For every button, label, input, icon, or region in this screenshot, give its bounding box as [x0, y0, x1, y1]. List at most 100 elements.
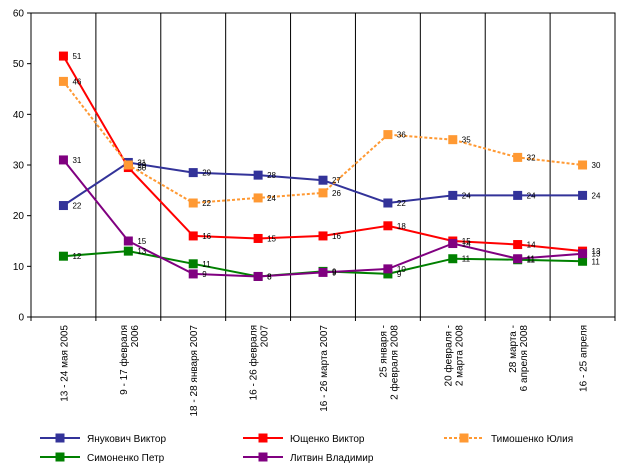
series-marker: [318, 231, 328, 241]
legend-marker: [459, 433, 469, 443]
series-marker: [123, 160, 133, 170]
series-marker: [513, 190, 523, 200]
series-marker: [58, 251, 68, 261]
data-label: 14: [527, 241, 536, 250]
series-marker: [318, 175, 328, 185]
legend-marker: [55, 433, 65, 443]
x-category-label: 2 февраля 2008: [388, 325, 400, 400]
x-category-label: 28 марта -: [508, 325, 519, 373]
series-marker: [448, 239, 458, 249]
x-category-label: 6 апреля 2008: [519, 325, 530, 392]
data-label: 36: [397, 131, 406, 140]
x-category-label: 25 января -: [378, 325, 389, 378]
series-marker: [318, 267, 328, 277]
y-tick-label: 10: [13, 262, 25, 273]
y-tick-label: 50: [13, 59, 25, 70]
series-marker: [578, 249, 588, 259]
data-label: 30: [137, 164, 146, 173]
x-category-label: 2006: [130, 325, 141, 348]
legend-label: Тимошенко Юлия: [491, 434, 573, 445]
y-axis: 0 10 20 30 40 50 60: [13, 9, 31, 324]
legend-label: Ющенко Виктор: [290, 434, 365, 445]
series-marker: [448, 254, 458, 264]
data-label: 24: [592, 191, 601, 200]
series-marker: [513, 240, 523, 250]
series-marker: [253, 170, 263, 180]
series-marker: [383, 198, 393, 208]
series-marker: [513, 152, 523, 162]
data-label: 15: [137, 237, 146, 246]
series-marker: [123, 246, 133, 256]
data-label: 24: [462, 191, 471, 200]
data-label: 51: [72, 52, 81, 61]
data-label: 12: [72, 252, 81, 261]
legend-label: Янукович Виктор: [87, 434, 166, 445]
series-marker: [58, 51, 68, 61]
data-label: 22: [397, 199, 406, 208]
series-marker: [123, 236, 133, 246]
data-label: 8: [267, 272, 272, 281]
y-tick-label: 40: [13, 110, 25, 121]
legend-marker: [258, 433, 268, 443]
series-marker: [58, 201, 68, 211]
data-label: 31: [137, 158, 146, 167]
data-label: 28: [267, 171, 276, 180]
y-tick-label: 30: [13, 161, 25, 172]
data-label: 11: [202, 260, 211, 269]
x-category-label: 2007: [260, 325, 271, 348]
data-label: 9: [397, 270, 402, 279]
series-marker: [578, 160, 588, 170]
x-category-label: 16 - 25 апреля: [579, 325, 590, 392]
data-label: 29: [202, 169, 211, 178]
x-category-label: 2 марта 2008: [454, 325, 465, 387]
data-label: 16: [202, 232, 211, 241]
series-marker: [58, 155, 68, 165]
y-tick-label: 60: [13, 9, 25, 20]
data-label: 35: [462, 136, 471, 145]
data-label: 11: [592, 257, 601, 266]
series-marker: [383, 130, 393, 140]
data-label: 13: [137, 247, 146, 256]
series-marker: [383, 264, 393, 274]
data-label: 14: [462, 240, 471, 249]
series-marker: [188, 269, 198, 279]
data-label: 46: [72, 77, 81, 86]
series-marker: [188, 259, 198, 269]
data-label: 11: [527, 256, 536, 265]
legend-label: Литвин Владимир: [290, 453, 374, 464]
x-category-label: 9 - 17 февраля: [118, 325, 130, 395]
data-label: 9: [202, 270, 207, 279]
x-axis: 13 - 24 мая 2005 9 - 17 февраля 2006 18 - 2…: [30, 317, 616, 417]
data-label: 30: [592, 161, 601, 170]
series-marker: [448, 190, 458, 200]
data-label: 22: [202, 199, 211, 208]
series-marker: [578, 256, 588, 266]
legend: Янукович Виктор Ющенко Виктор Тимошенко Юл…: [40, 433, 573, 464]
data-label: 24: [527, 191, 536, 200]
data-label: 26: [332, 189, 341, 198]
series-marker: [253, 193, 263, 203]
data-label: 11: [462, 255, 471, 264]
data-label: 31: [72, 156, 81, 165]
data-label: 29: [137, 161, 146, 170]
data-label: 27: [332, 176, 341, 185]
data-label: 16: [332, 232, 341, 241]
data-label: 15: [267, 234, 276, 243]
data-label: 24: [267, 194, 276, 203]
series-marker: [578, 190, 588, 200]
data-label: 32: [527, 153, 536, 162]
data-label: 10: [397, 265, 406, 274]
data-label: 13: [592, 250, 601, 259]
data-label: 18: [397, 222, 406, 231]
x-category-label: 16 - 26 марта 2007: [319, 325, 330, 412]
data-label: 22: [72, 202, 81, 211]
series-marker: [188, 168, 198, 178]
series-marker: [383, 221, 393, 231]
y-tick-label: 0: [18, 313, 24, 324]
legend-label: Симоненко Петр: [87, 453, 165, 464]
data-label: 9: [332, 268, 337, 277]
series-marker: [513, 254, 523, 264]
y-tick-label: 20: [13, 211, 25, 222]
